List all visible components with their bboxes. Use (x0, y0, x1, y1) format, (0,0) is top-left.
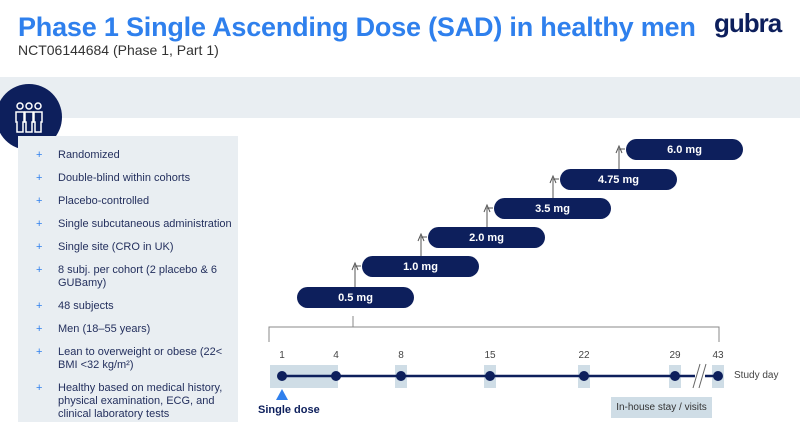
axis-break-icon (692, 363, 707, 389)
day-label: 29 (669, 350, 681, 361)
plus-icon: + (36, 195, 43, 207)
escalation-arrow (417, 232, 425, 242)
day-label: 15 (484, 350, 496, 361)
dose-cohort-1: 1.0 mg (362, 256, 479, 277)
criteria-item: + Single site (CRO in UK) (36, 241, 238, 254)
plus-icon: + (36, 241, 43, 253)
dose-cohort-5: 6.0 mg (626, 139, 743, 160)
plus-icon: + (36, 172, 43, 184)
plus-icon: + (36, 300, 43, 312)
criteria-item: + Healthy based on medical history, physi… (36, 382, 238, 421)
visit-marker (670, 371, 680, 381)
criteria-item: +8 subj. per cohort (2 placebo & 6 GUBam… (36, 264, 238, 290)
criteria-text: Lean to overweight or obese (22< BMI <32… (58, 346, 223, 371)
criteria-panel: + Randomized + Double-blind within cohorts +… (18, 136, 238, 422)
criteria-text: Randomized (58, 149, 120, 161)
plus-icon: + (36, 346, 43, 358)
day-label: 22 (578, 350, 590, 361)
dose-cohort-0: 0.5 mg (297, 287, 414, 308)
plus-icon: + (36, 149, 43, 161)
plus-icon: + (36, 382, 43, 394)
criteria-text: Placebo-controlled (58, 195, 150, 207)
day-label: 4 (333, 350, 339, 361)
header-band (0, 77, 800, 118)
page-title: Phase 1 Single Ascending Dose (SAD) in h… (18, 12, 696, 42)
gubra-logo: gubra (714, 8, 782, 38)
escalation-connector (354, 265, 361, 287)
visit-marker (579, 371, 589, 381)
criteria-item: + Placebo-controlled (36, 195, 238, 208)
criteria-item: +48 subjects (36, 300, 238, 313)
dose-cohort-4: 4.75 mg (560, 169, 677, 190)
criteria-text: 8 subj. per cohort (2 placebo & 6 GUBamy… (58, 264, 217, 289)
plus-icon: + (36, 218, 43, 230)
visit-marker (713, 371, 723, 381)
in-house-legend: In-house stay / visits (611, 397, 712, 418)
criteria-item: + Lean to overweight or obese (22< BMI <3… (36, 346, 238, 372)
page-subtitle: NCT06144684 (Phase 1, Part 1) (18, 42, 219, 58)
criteria-item: + Randomized (36, 149, 238, 162)
plus-icon: + (36, 264, 43, 276)
escalation-arrow (483, 203, 491, 213)
visit-marker (485, 371, 495, 381)
criteria-text: Double-blind within cohorts (58, 172, 191, 184)
day-label: 43 (712, 350, 724, 361)
criteria-text: Healthy based on medical history, physic… (58, 382, 223, 420)
criteria-text: Single site (CRO in UK) (58, 241, 174, 253)
study-day-label: Study day (734, 370, 779, 381)
criteria-item: + Men (18–55 years) (36, 323, 238, 336)
day-label: 8 (398, 350, 404, 361)
criteria-item: + Double-blind within cohorts (36, 172, 238, 185)
escalation-arrow (351, 261, 359, 271)
cohort-bracket (268, 316, 720, 342)
criteria-item: + Single subcutaneous administration (36, 218, 238, 231)
dose-cohort-2: 2.0 mg (428, 227, 545, 248)
visit-marker (331, 371, 341, 381)
criteria-text: Single subcutaneous administration (58, 218, 232, 230)
axis-break-gap (695, 366, 705, 386)
escalation-arrow (549, 174, 557, 184)
escalation-connector (552, 178, 559, 198)
visit-marker (277, 371, 287, 381)
dose-cohort-3: 3.5 mg (494, 198, 611, 219)
escalation-connector (420, 236, 427, 256)
criteria-text: Men (18–55 years) (58, 323, 151, 335)
day-label: 1 (279, 350, 285, 361)
escalation-arrow (615, 144, 623, 154)
escalation-connector (486, 207, 493, 227)
visit-marker (396, 371, 406, 381)
criteria-text: 48 subjects (58, 300, 114, 312)
plus-icon: + (36, 323, 43, 335)
single-dose-triangle-icon (276, 389, 288, 400)
single-dose-label: Single dose (258, 404, 320, 416)
escalation-connector (618, 148, 625, 169)
